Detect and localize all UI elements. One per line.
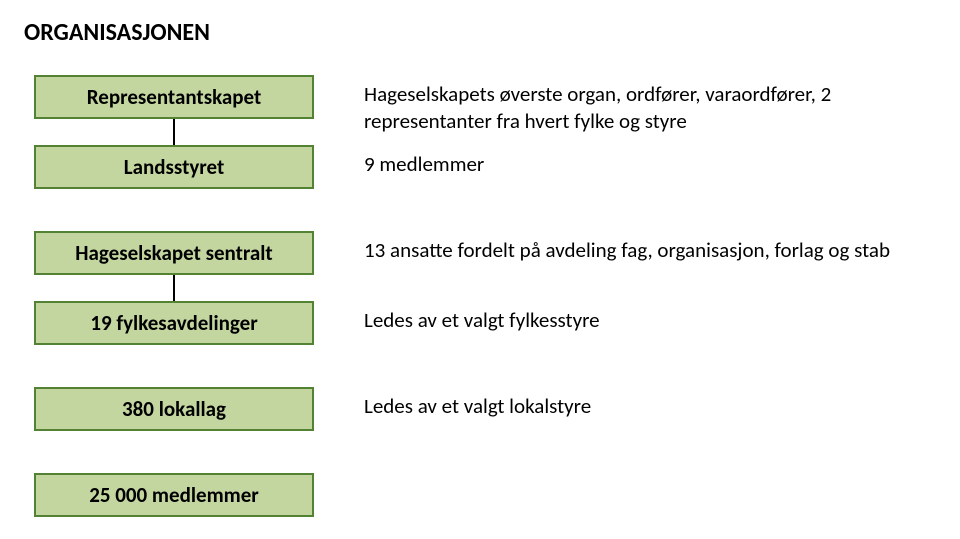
org-description: Hageselskapets øverste organ, ordfører, … (324, 75, 936, 136)
org-row: Landsstyret 9 medlemmer (24, 145, 936, 231)
org-left-col: Representantskapet (24, 75, 324, 145)
org-left-col: 25 000 medlemmer (24, 473, 324, 517)
org-row: 25 000 medlemmer (24, 473, 936, 517)
org-description: 9 medlemmer (324, 145, 936, 178)
org-row: Hageselskapet sentralt 13 ansatte fordelt… (24, 231, 936, 301)
org-row: 380 lokallag Ledes av et valgt lokalstyre (24, 387, 936, 473)
org-left-col: 19 fylkesavdelinger (24, 301, 324, 387)
org-box: 19 fylkesavdelinger (34, 301, 314, 345)
org-description: 13 ansatte fordelt på avdeling fag, orga… (324, 231, 936, 264)
org-description: Ledes av et valgt lokalstyre (324, 387, 936, 420)
org-box: Representantskapet (34, 75, 314, 119)
org-box: 380 lokallag (34, 387, 314, 431)
connector-line (173, 119, 175, 145)
org-description (324, 473, 936, 479)
org-box: Hageselskapet sentralt (34, 231, 314, 275)
page-title: ORGANISASJONEN (24, 18, 936, 47)
org-row: 19 fylkesavdelinger Ledes av et valgt fyl… (24, 301, 936, 387)
org-description: Ledes av et valgt fylkesstyre (324, 301, 936, 334)
org-box: Landsstyret (34, 145, 314, 189)
connector-line (173, 275, 175, 301)
org-diagram: RepresentantskapetHageselskapets øverste… (24, 75, 936, 517)
org-left-col: Landsstyret (24, 145, 324, 231)
org-row: RepresentantskapetHageselskapets øverste… (24, 75, 936, 145)
org-box: 25 000 medlemmer (34, 473, 314, 517)
org-left-col: Hageselskapet sentralt (24, 231, 324, 301)
org-left-col: 380 lokallag (24, 387, 324, 473)
